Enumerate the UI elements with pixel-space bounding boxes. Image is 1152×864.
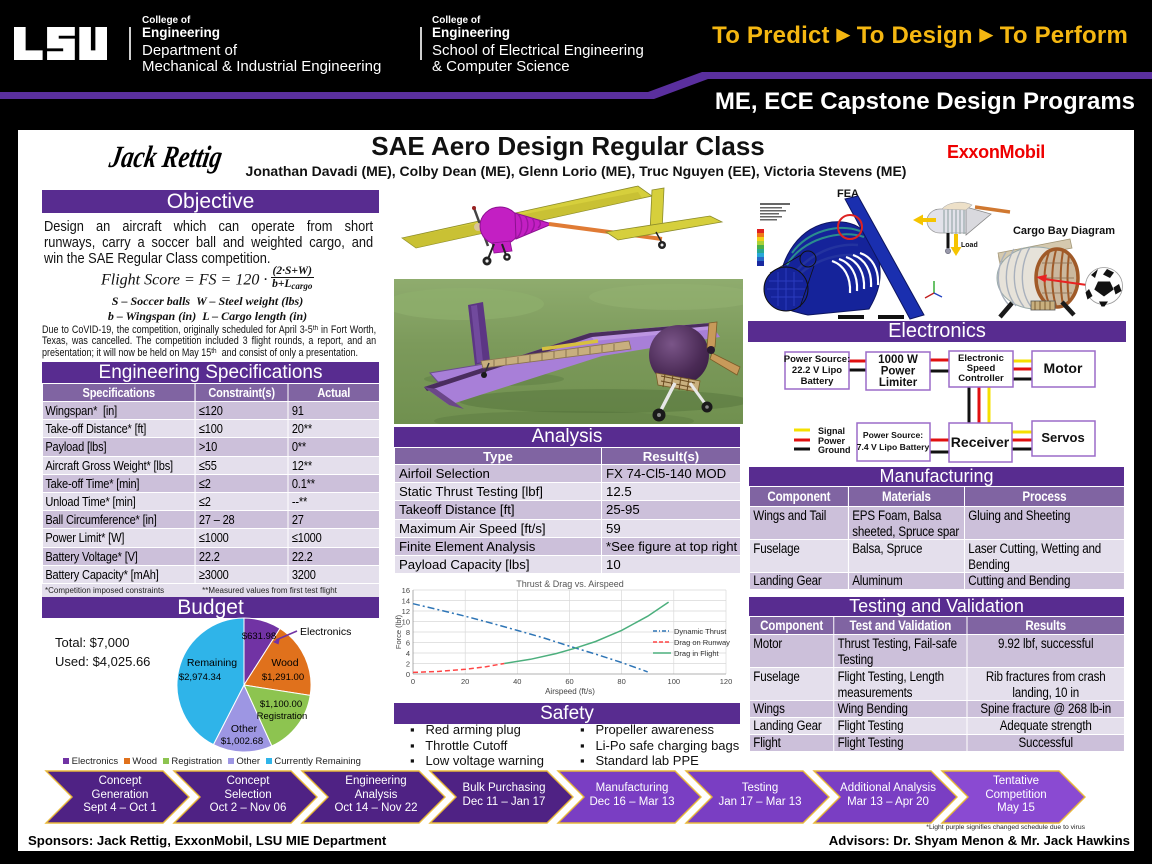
svg-text:Wood: Wood <box>271 657 298 669</box>
svg-text:Remaining: Remaining <box>187 657 237 669</box>
svg-text:Limiter: Limiter <box>879 377 918 389</box>
svg-text:$631.98: $631.98 <box>242 631 276 642</box>
svg-text:Motor: Motor <box>1044 360 1083 376</box>
svg-text:Cargo Bay Diagram: Cargo Bay Diagram <box>1013 225 1115 237</box>
svg-text:0: 0 <box>411 677 415 686</box>
svg-text:Thrust & Drag vs. Airspeed: Thrust & Drag vs. Airspeed <box>516 579 624 589</box>
svg-text:Power: Power <box>818 436 846 446</box>
svg-text:16: 16 <box>402 586 410 595</box>
svg-text:Power: Power <box>881 366 916 378</box>
svg-text:20: 20 <box>461 677 469 686</box>
svg-text:Speed: Speed <box>967 363 996 374</box>
svg-text:40: 40 <box>513 677 521 686</box>
svg-text:Registration: Registration <box>257 711 308 722</box>
svg-text:$2,974.34: $2,974.34 <box>179 672 221 683</box>
svg-text:Power Source:: Power Source: <box>863 430 923 440</box>
svg-text:8: 8 <box>406 628 410 637</box>
svg-text:Drag in Flight: Drag in Flight <box>674 649 720 658</box>
svg-text:0: 0 <box>406 670 410 679</box>
svg-text:Dynamic Thrust: Dynamic Thrust <box>674 627 727 636</box>
svg-text:100: 100 <box>668 677 681 686</box>
svg-text:Load: Load <box>961 242 978 249</box>
svg-text:Signal: Signal <box>818 426 845 436</box>
svg-text:Electronics: Electronics <box>300 626 351 638</box>
svg-text:2: 2 <box>406 660 410 669</box>
svg-text:80: 80 <box>617 677 625 686</box>
svg-text:Ground: Ground <box>818 445 851 455</box>
svg-text:$1,291.00: $1,291.00 <box>262 672 304 683</box>
svg-text:$1,100.00: $1,100.00 <box>260 699 302 710</box>
svg-text:22.2 V Lipo: 22.2 V Lipo <box>792 365 842 376</box>
svg-text:Other: Other <box>231 723 258 735</box>
svg-text:120: 120 <box>720 677 733 686</box>
svg-text:10: 10 <box>402 618 410 627</box>
svg-text:Controller: Controller <box>958 373 1004 384</box>
svg-text:14: 14 <box>402 597 410 606</box>
svg-text:4: 4 <box>406 649 410 658</box>
svg-text:Force (lbf): Force (lbf) <box>394 614 403 649</box>
svg-text:Receiver: Receiver <box>951 434 1010 450</box>
svg-text:6: 6 <box>406 639 410 648</box>
svg-text:Drag on Runway: Drag on Runway <box>674 638 730 647</box>
svg-text:7.4 V Lipo Battery: 7.4 V Lipo Battery <box>857 442 930 452</box>
svg-text:Electronic: Electronic <box>958 353 1004 364</box>
svg-text:1000 W: 1000 W <box>878 354 918 366</box>
svg-text:Airspeed (ft/s): Airspeed (ft/s) <box>545 687 595 696</box>
svg-text:60: 60 <box>565 677 573 686</box>
svg-text:Battery: Battery <box>801 376 834 387</box>
svg-text:12: 12 <box>402 607 410 616</box>
svg-text:$1,002.68: $1,002.68 <box>221 736 263 747</box>
svg-text:Power Source:: Power Source: <box>784 354 851 365</box>
svg-text:Servos: Servos <box>1041 430 1084 445</box>
